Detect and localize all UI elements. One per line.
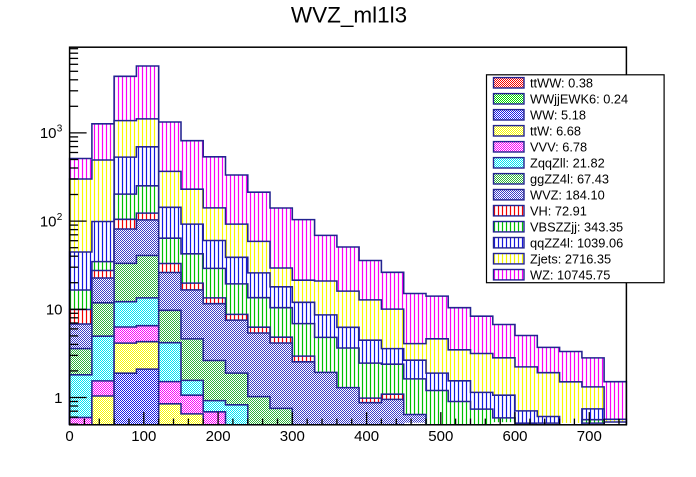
svg-text:2: 2 bbox=[57, 212, 63, 223]
svg-text:ggZZ4l: 67.43: ggZZ4l: 67.43 bbox=[530, 171, 609, 186]
svg-text:VBSZZjj: 343.35: VBSZZjj: 343.35 bbox=[530, 219, 623, 234]
svg-text:VVV: 6.78: VVV: 6.78 bbox=[530, 139, 587, 154]
svg-text:ZqqZll: 21.82: ZqqZll: 21.82 bbox=[530, 155, 605, 170]
svg-text:300: 300 bbox=[280, 428, 305, 445]
svg-text:700: 700 bbox=[577, 428, 602, 445]
svg-text:WVZ_ml1l3: WVZ_ml1l3 bbox=[291, 2, 407, 27]
svg-text:VH: 72.91: VH: 72.91 bbox=[530, 203, 587, 218]
svg-text:WW: 5.18: WW: 5.18 bbox=[530, 107, 586, 122]
svg-text:10: 10 bbox=[40, 125, 57, 142]
svg-text:Zjets: 2716.35: Zjets: 2716.35 bbox=[530, 251, 611, 266]
svg-text:1: 1 bbox=[54, 390, 62, 407]
svg-text:3: 3 bbox=[57, 124, 63, 135]
svg-text:WVZ: 184.10: WVZ: 184.10 bbox=[530, 187, 605, 202]
svg-text:WWjjEWK6: 0.24: WWjjEWK6: 0.24 bbox=[530, 91, 628, 106]
svg-text:WZ: 10745.75: WZ: 10745.75 bbox=[530, 267, 610, 282]
svg-text:600: 600 bbox=[502, 428, 527, 445]
svg-text:ttWW: 0.38: ttWW: 0.38 bbox=[530, 75, 593, 90]
svg-text:100: 100 bbox=[131, 428, 156, 445]
svg-text:500: 500 bbox=[428, 428, 453, 445]
svg-text:ttW: 6.68: ttW: 6.68 bbox=[530, 123, 581, 138]
svg-text:10: 10 bbox=[46, 302, 63, 319]
svg-text:qqZZ4l: 1039.06: qqZZ4l: 1039.06 bbox=[530, 235, 623, 250]
svg-text:10: 10 bbox=[40, 213, 57, 230]
svg-text:200: 200 bbox=[206, 428, 231, 445]
svg-text:400: 400 bbox=[354, 428, 379, 445]
svg-text:0: 0 bbox=[65, 428, 73, 445]
